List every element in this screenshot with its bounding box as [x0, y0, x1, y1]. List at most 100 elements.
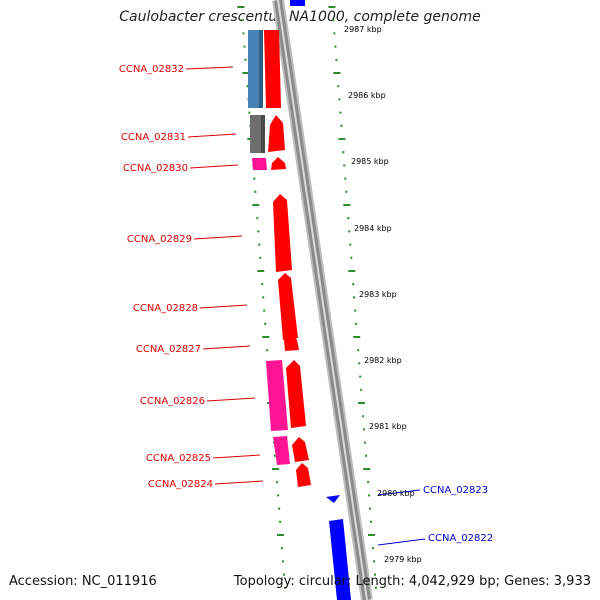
- gene-block-ccna-02826[interactable]: [266, 360, 288, 431]
- scale-label: 2980 kbp: [377, 489, 415, 498]
- tick-mark: [284, 586, 286, 589]
- tick-mark: [360, 388, 363, 391]
- tick-mark: [344, 177, 347, 180]
- tick-mark: [277, 534, 284, 536]
- tick-mark: [242, 32, 245, 35]
- tick-mark: [283, 573, 285, 576]
- gene-block-ccna-02825[interactable]: [273, 436, 290, 465]
- tick-mark: [368, 494, 371, 497]
- tick-mark: [276, 481, 279, 484]
- tick-mark: [243, 45, 246, 48]
- scale-label: 2981 kbp: [369, 422, 407, 431]
- gene-label[interactable]: CCNA_02827: [136, 344, 201, 355]
- tick-mark: [353, 296, 356, 299]
- tick-mark: [365, 454, 368, 457]
- tick-mark: [339, 111, 342, 114]
- gene-label[interactable]: CCNA_02831: [121, 132, 186, 143]
- gene-arrow-ccna-02828[interactable]: [278, 273, 298, 340]
- gene-arrow-ccna-02830[interactable]: [271, 157, 286, 170]
- gene-arrow-ccna-02824[interactable]: [296, 463, 311, 487]
- tick-mark: [256, 217, 259, 220]
- tick-mark: [350, 256, 353, 259]
- tick-mark: [282, 560, 284, 563]
- tick-mark: [337, 85, 340, 88]
- scale-label: 2984 kbp: [354, 224, 392, 233]
- scale-labels: 2987 kbp 2986 kbp 2985 kbp 2984 kbp 2983…: [344, 25, 422, 564]
- tick-mark: [266, 349, 269, 352]
- gene-label[interactable]: CCNA_02826: [140, 396, 205, 407]
- tick-mark: [353, 336, 361, 338]
- gene-arrow-ccna-02826[interactable]: [286, 360, 306, 428]
- scale-label: 2983 kbp: [359, 290, 397, 299]
- scale-label: 2986 kbp: [348, 91, 386, 100]
- tick-mark: [333, 32, 336, 35]
- tick-mark: [363, 468, 371, 470]
- tick-mark: [358, 402, 366, 404]
- tick-mark: [278, 507, 281, 510]
- tick-mark: [342, 151, 345, 154]
- gene-label[interactable]: CCNA_02829: [127, 234, 192, 245]
- tick-mark: [272, 468, 280, 470]
- gene-arrow-ccna-02822[interactable]: [329, 519, 351, 600]
- tick-mark: [258, 243, 261, 246]
- scale-label: 2979 kbp: [384, 555, 422, 564]
- gene-label[interactable]: CCNA_02823: [423, 485, 488, 496]
- tick-mark: [345, 190, 348, 193]
- tick-mark: [244, 58, 247, 61]
- tick-mark: [368, 534, 375, 536]
- gene-label[interactable]: CCNA_02825: [146, 453, 211, 464]
- gene-arrow-ccna-02829[interactable]: [273, 194, 292, 272]
- scale-label: 2985 kbp: [351, 157, 389, 166]
- tick-mark: [259, 256, 262, 259]
- gene-arrow-ccna-02825[interactable]: [292, 437, 309, 462]
- map-title: Caulobacter crescentus NA1000, complete …: [119, 9, 481, 25]
- tick-mark: [333, 72, 341, 74]
- genome-backbone: [272, 0, 373, 600]
- tick-mark: [363, 428, 366, 431]
- gene-label[interactable]: CCNA_02832: [119, 64, 184, 75]
- gene-label[interactable]: CCNA_02830: [123, 163, 188, 174]
- tick-mark: [362, 415, 365, 418]
- gene-block-shade: [261, 115, 265, 153]
- complement-strand-track: [290, 0, 351, 600]
- tick-mark: [375, 586, 377, 589]
- gene-arrow-ccna-02827[interactable]: [284, 333, 299, 351]
- tick-mark: [354, 309, 357, 312]
- tick-mark: [257, 270, 265, 272]
- tick-mark: [340, 124, 343, 127]
- tick-mark: [261, 283, 264, 286]
- gene-label[interactable]: CCNA_02824: [148, 479, 213, 490]
- gene-label[interactable]: CCNA_02822: [428, 533, 493, 544]
- tick-mark: [279, 520, 282, 523]
- tick-mark: [263, 309, 266, 312]
- gene-block-top-blue[interactable]: [290, 0, 305, 6]
- gene-arrow-ccna-02823[interactable]: [326, 495, 340, 503]
- tick-mark: [237, 6, 245, 8]
- tick-mark: [262, 336, 270, 338]
- tick-mark: [370, 520, 373, 523]
- tick-mark: [338, 98, 341, 101]
- tick-mark: [281, 547, 283, 550]
- tick-mark: [332, 19, 335, 22]
- gene-arrow-ccna-02832[interactable]: [264, 30, 281, 108]
- gene-block-ccna-02830[interactable]: [252, 158, 267, 170]
- gene-arrow-ccna-02831[interactable]: [268, 115, 285, 152]
- tick-mark: [367, 481, 370, 484]
- tick-mark: [252, 204, 260, 206]
- tick-mark: [343, 164, 346, 167]
- tick-track-right: [328, 6, 377, 589]
- tick-mark: [349, 243, 352, 246]
- gene-block-shade: [259, 30, 263, 108]
- tick-mark: [253, 177, 256, 180]
- gene-label[interactable]: CCNA_02828: [133, 303, 198, 314]
- tick-mark: [343, 204, 351, 206]
- tick-mark: [348, 230, 351, 233]
- tick-mark: [254, 190, 257, 193]
- tick-mark: [338, 138, 346, 140]
- tick-mark: [248, 111, 251, 114]
- tick-mark: [359, 375, 362, 378]
- accession-text: Accession: NC_011916: [9, 574, 157, 589]
- tick-mark: [373, 560, 375, 563]
- left-gene-labels: CCNA_02832 CCNA_02831 CCNA_02830 CCNA_02…: [119, 64, 213, 490]
